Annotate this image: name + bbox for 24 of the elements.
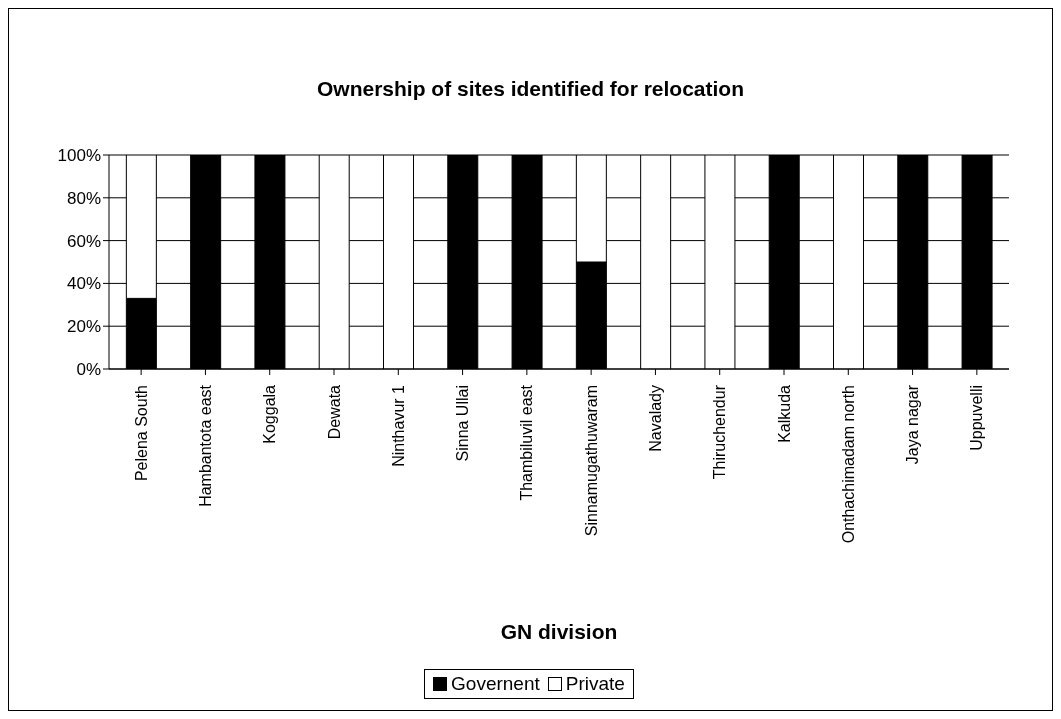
- x-tick-label: Thiruchendur: [711, 384, 729, 480]
- y-tick-label: 20%: [66, 317, 101, 337]
- x-tick-label: Kalkuda: [775, 384, 793, 443]
- x-tick-label: Onthachimadam north: [839, 385, 857, 544]
- legend-label: Governent: [450, 673, 540, 695]
- x-tick-label: Sinna Ullai: [454, 385, 472, 462]
- x-tick-label: Ninthavur 1: [389, 384, 407, 467]
- x-tick-label: Jaya nagar: [904, 384, 922, 465]
- x-tick-label: Dewata: [325, 384, 343, 440]
- y-tick-label: 60%: [66, 231, 101, 251]
- y-tick-label: 100%: [57, 146, 101, 166]
- y-tick-label: 40%: [66, 274, 101, 294]
- x-tick-label: Pelena South: [132, 385, 150, 482]
- x-tick-label: Uppuvelli: [968, 385, 986, 451]
- x-axis-title: GN division: [500, 620, 618, 643]
- x-tick-label: Hambantota east: [196, 384, 214, 507]
- x-tick-label: Thambiluvil east: [518, 384, 536, 501]
- x-tick-label: Navalady: [646, 385, 664, 452]
- x-tick-label: Koggala: [261, 384, 279, 444]
- legend-label: Private: [564, 673, 625, 695]
- y-tick-label: 0%: [76, 360, 101, 380]
- y-tick-label: 80%: [66, 188, 101, 208]
- chart-title: Ownership of sites identified for relocation: [315, 77, 746, 101]
- x-tick-label: Sinnamugathuwaram: [582, 385, 600, 537]
